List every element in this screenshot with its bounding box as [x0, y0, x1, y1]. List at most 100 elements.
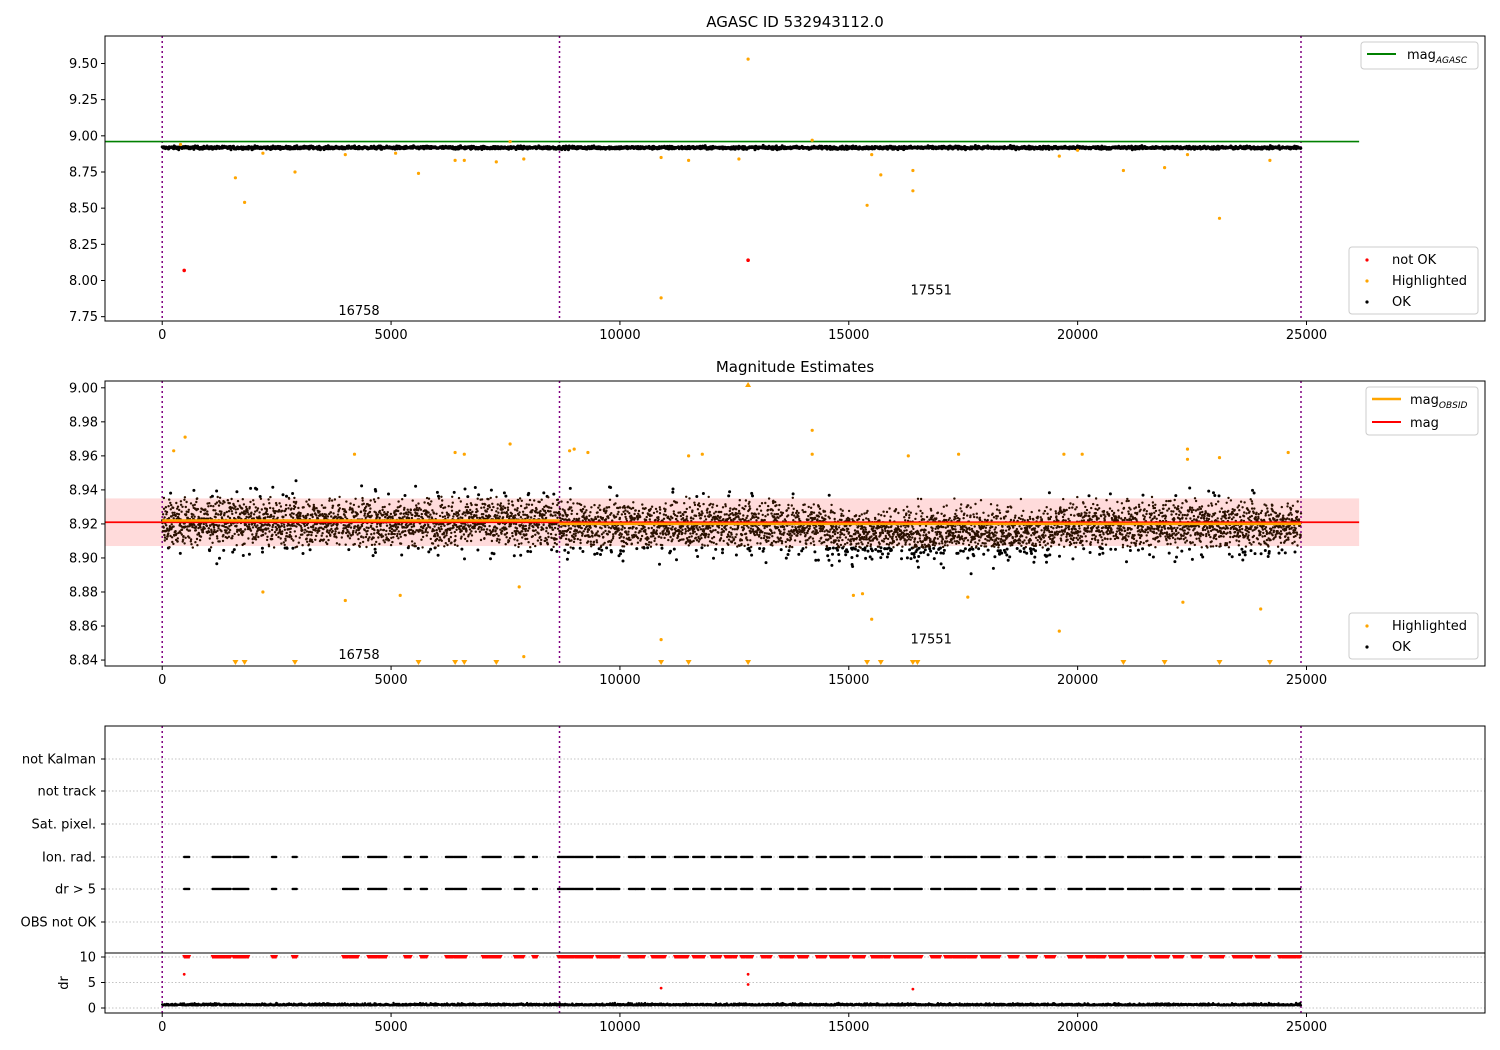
ok-estimate-point [539, 509, 542, 513]
ok-estimate-point [217, 504, 221, 507]
ok-estimate-point [352, 503, 356, 507]
ok-estimate-point [430, 500, 433, 503]
ok-estimate-point [268, 502, 271, 505]
ok-estimate-point [478, 530, 482, 533]
ok-estimate-point [483, 525, 487, 528]
ok-estimate-point [490, 539, 494, 543]
ok-estimate-point [525, 503, 528, 506]
ok-estimate-point [338, 543, 341, 546]
ok-estimate-point [215, 501, 219, 504]
ok-estimate-point [469, 508, 472, 512]
highlighted-point [737, 157, 741, 161]
ok-estimate-point [373, 500, 377, 503]
ok-estimate-point [476, 510, 479, 513]
ok-estimate-point [414, 545, 417, 548]
ok-estimate-point [172, 506, 175, 509]
ok-estimate-point [330, 527, 333, 531]
highlighted-point [687, 158, 691, 162]
ok-estimate-point [259, 497, 263, 500]
ok-estimate-point [291, 516, 295, 519]
ok-estimate-point [329, 511, 333, 514]
ok-estimate-point [476, 497, 479, 500]
ok-estimate-point [475, 503, 478, 507]
ok-estimate-point [364, 509, 367, 513]
ok-estimate-point [529, 550, 533, 554]
ok-estimate-point [247, 513, 250, 516]
ok-estimate-point [260, 546, 264, 550]
ok-estimate-point [491, 502, 494, 505]
ok-estimate-point [537, 532, 540, 535]
agasc-line-legend: magAGASC [1360, 41, 1479, 70]
ok-estimate-point [228, 528, 232, 532]
ok-estimate-point [322, 527, 325, 531]
ok-estimate-point [364, 535, 368, 539]
ok-estimate-point [521, 530, 524, 533]
ok-estimate-point [169, 508, 172, 511]
ok-estimate-point [393, 532, 396, 536]
ok-estimate-point [170, 523, 173, 526]
ok-estimate-point [384, 515, 387, 518]
ok-estimate-point [207, 505, 210, 508]
ok-estimate-point [453, 530, 456, 534]
ok-estimate-point [370, 533, 373, 536]
ok-estimate-point [272, 515, 276, 518]
ok-estimate-point [195, 500, 198, 504]
ok-estimate-point [406, 513, 410, 516]
ok-estimate-point [526, 537, 529, 541]
ok-estimate-point [284, 539, 287, 542]
ok-estimate-point [277, 535, 280, 539]
ok-estimate-point [434, 535, 437, 538]
ok-estimate-point [522, 525, 525, 528]
ok-estimate-point [435, 537, 439, 541]
ok-estimate-point [518, 497, 522, 500]
ok-estimate-point [333, 498, 337, 501]
ok-estimate-point [462, 533, 466, 536]
ok-estimate-point [475, 514, 478, 517]
ok-estimate-point [375, 540, 378, 544]
ok-estimate-point [516, 509, 519, 512]
ok-estimate-point [391, 540, 394, 544]
ok-estimate-point [363, 512, 367, 515]
ok-estimate-point [519, 532, 522, 536]
ok-estimate-point [381, 535, 385, 538]
ok-estimate-point [429, 537, 432, 541]
ok-estimate-point [493, 534, 496, 537]
ok-estimate-point [196, 497, 199, 500]
ok-estimate-point [275, 527, 279, 530]
ok-estimate-point [265, 538, 269, 542]
ok-estimate-point [378, 509, 382, 513]
ok-estimate-point [321, 532, 324, 535]
ok-estimate-point [315, 514, 318, 517]
highlighted-point [810, 138, 814, 142]
x-tick-label: 5000 [375, 328, 408, 343]
legend-ok: OK [1392, 295, 1411, 310]
ok-estimate-point [498, 538, 501, 541]
ok-estimate-point [468, 515, 471, 519]
ok-estimate-point [228, 502, 231, 505]
y-tick-label: 8.00 [69, 274, 98, 289]
highlighted-point [453, 158, 457, 162]
ok-estimate-point [167, 517, 171, 520]
ok-estimate-point [209, 534, 212, 537]
ok-estimate-point [336, 513, 340, 516]
ok-estimate-point [167, 532, 170, 535]
ok-estimate-point [542, 528, 545, 531]
ok-estimate-point [440, 527, 443, 531]
ok-estimate-point [387, 532, 390, 536]
ok-estimate-point [366, 529, 369, 533]
ok-estimate-point [330, 499, 334, 502]
ok-estimate-point [460, 524, 463, 528]
ok-estimate-point [344, 543, 347, 546]
ok-estimate-point [179, 500, 183, 503]
ok-estimate-point [415, 504, 418, 507]
ok-estimate-point [289, 530, 292, 534]
ok-estimate-point [450, 531, 453, 535]
ok-estimate-point [365, 545, 368, 549]
ok-estimate-point [500, 532, 503, 535]
ok-estimate-point [361, 540, 365, 544]
ok-estimate-point [260, 508, 263, 511]
ok-estimate-point [280, 532, 284, 536]
ok-estimate-point [276, 516, 279, 519]
ok-estimate-point [397, 522, 401, 526]
ok-estimate-point [479, 538, 483, 542]
